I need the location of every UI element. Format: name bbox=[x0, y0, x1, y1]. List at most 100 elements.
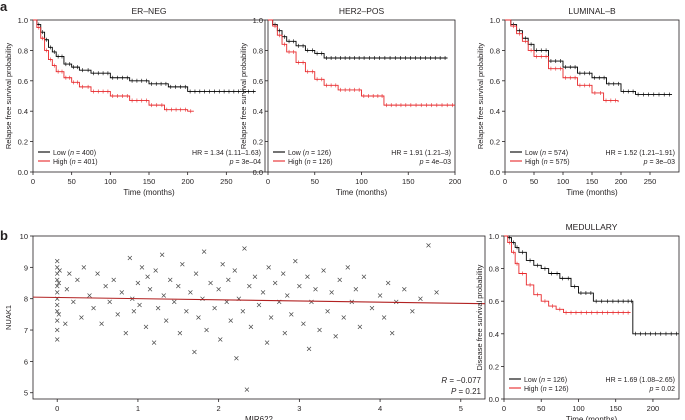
y-tick-label: 1.0 bbox=[489, 232, 499, 241]
legend-label-low: Low (n = 400) bbox=[53, 150, 96, 157]
scatter-point bbox=[159, 252, 165, 258]
scatter-point bbox=[176, 283, 181, 289]
y-axis-label: Relapse free survival probability bbox=[476, 43, 485, 150]
p-value-text: p = 3e–03 bbox=[643, 159, 675, 166]
x-tick-label: 4 bbox=[378, 404, 382, 413]
plot-frame bbox=[32, 235, 486, 400]
chart-5: MEDULLARY 0.0 0.2 0.4 0.6 0.8 1.0 0 50 100 150 200 T… bbox=[475, 222, 680, 420]
x-tick-label: 100 bbox=[104, 177, 117, 186]
scatter-point bbox=[337, 277, 342, 283]
x-tick-label: 2 bbox=[217, 404, 221, 413]
km-curve-low bbox=[33, 19, 256, 92]
km-curve-high bbox=[33, 19, 194, 112]
scatter-point bbox=[163, 318, 169, 323]
scatter-point bbox=[247, 283, 252, 289]
y-tick-label: 1.0 bbox=[490, 16, 500, 25]
km-curve-low bbox=[504, 235, 679, 335]
y-tick-label: 0.6 bbox=[490, 77, 500, 86]
scatter-point bbox=[192, 349, 197, 355]
km-curve-high bbox=[268, 19, 455, 106]
y-tick-label: 0.4 bbox=[18, 107, 28, 116]
scatter-point bbox=[54, 258, 60, 264]
scatter-point bbox=[252, 274, 258, 279]
scatter-point bbox=[234, 356, 239, 361]
scatter-point bbox=[54, 271, 60, 276]
chart-title: ER–NEG bbox=[132, 6, 167, 16]
x-tick-label: 0 bbox=[502, 404, 506, 413]
x-tick-label: 50 bbox=[67, 177, 75, 186]
x-tick-label: 200 bbox=[615, 177, 628, 186]
hr-text: HR = 1.69 (1.08–2.65) bbox=[606, 377, 675, 384]
scatter-point bbox=[345, 265, 351, 270]
scatter-point bbox=[131, 308, 137, 314]
scatter-point bbox=[67, 271, 72, 276]
scatter-point bbox=[54, 302, 60, 308]
x-tick-label: 200 bbox=[181, 177, 194, 186]
y-tick-label: 10 bbox=[20, 232, 28, 241]
scatter-point bbox=[317, 327, 322, 333]
scatter-point bbox=[153, 268, 158, 273]
y-tick-label: 1.0 bbox=[253, 16, 263, 25]
y-tick-label: 0.0 bbox=[490, 168, 500, 177]
scatter-point bbox=[180, 261, 185, 267]
scatter-point bbox=[54, 265, 60, 270]
y-tick-label: 0.6 bbox=[18, 77, 28, 86]
scatter-point bbox=[329, 290, 334, 295]
legend-label-high: High (n = 126) bbox=[524, 386, 569, 393]
hr-text: HR = 1.34 (1.11–1.63) bbox=[192, 150, 261, 157]
scatter-point bbox=[377, 293, 383, 298]
x-tick-label: 50 bbox=[311, 177, 319, 186]
scatter-point bbox=[204, 327, 209, 333]
x-tick-label: 100 bbox=[355, 177, 368, 186]
scatter-point bbox=[137, 302, 142, 308]
y-tick-label: 0.0 bbox=[489, 395, 499, 404]
scatter-point bbox=[145, 274, 150, 279]
scatter-point bbox=[81, 265, 87, 270]
scatter-point bbox=[266, 265, 271, 270]
scatter-point bbox=[369, 305, 375, 311]
scatter-point bbox=[325, 308, 330, 314]
scatter-point bbox=[306, 346, 312, 352]
x-axis-label: MIR622 bbox=[245, 415, 274, 420]
legend-label-low: Low (n = 574) bbox=[525, 150, 568, 157]
scatter-point bbox=[341, 315, 346, 320]
y-tick-label: 0.0 bbox=[18, 168, 28, 177]
scatter-point bbox=[313, 287, 318, 292]
legend-label-low: Low (n = 126) bbox=[288, 150, 331, 157]
scatter-point bbox=[177, 330, 183, 336]
scatter-point bbox=[272, 280, 278, 286]
scatter-point bbox=[410, 308, 415, 314]
legend-label-high: High (n = 575) bbox=[525, 159, 570, 166]
y-tick-label: 0.8 bbox=[490, 46, 500, 55]
legend-label-low: Low (n = 126) bbox=[524, 377, 567, 384]
chart-4: 5 6 7 8 9 10 0 1 2 3 4 5 MIR622 NUAK1 R = −0.077 P = 0.… bbox=[4, 232, 486, 420]
y-tick-label: 9 bbox=[24, 263, 28, 272]
scatter-point bbox=[208, 280, 213, 286]
km-curve-high bbox=[505, 19, 619, 103]
km-curve-low bbox=[505, 19, 673, 95]
scatter-point bbox=[123, 330, 129, 336]
scatter-point bbox=[248, 324, 254, 330]
y-tick-label: 5 bbox=[24, 389, 28, 398]
x-tick-label: 250 bbox=[220, 177, 233, 186]
x-axis-label: Time (months) bbox=[336, 188, 388, 197]
x-tick-label: 100 bbox=[557, 177, 570, 186]
x-tick-label: 1 bbox=[136, 404, 140, 413]
scatter-point bbox=[63, 321, 68, 327]
y-tick-label: 0.2 bbox=[18, 138, 28, 147]
scatter-point bbox=[426, 243, 431, 248]
x-tick-label: 0 bbox=[266, 177, 270, 186]
y-tick-label: 0.8 bbox=[489, 265, 499, 274]
x-axis-label: Time (months) bbox=[123, 188, 175, 197]
scatter-point bbox=[289, 312, 294, 317]
x-tick-label: 0 bbox=[31, 177, 35, 186]
scatter-point bbox=[361, 274, 367, 279]
regression-line bbox=[32, 296, 486, 305]
scatter-point bbox=[54, 318, 60, 323]
chart-1: ER–NEG 0.0 0.2 0.4 0.6 0.8 1.0 0 50 100 150 200 250 T… bbox=[4, 6, 266, 197]
y-tick-label: 1.0 bbox=[18, 16, 28, 25]
x-tick-label: 5 bbox=[459, 404, 463, 413]
legend-label-high: High (n = 126) bbox=[288, 159, 333, 166]
chart-title: MEDULLARY bbox=[566, 222, 618, 232]
